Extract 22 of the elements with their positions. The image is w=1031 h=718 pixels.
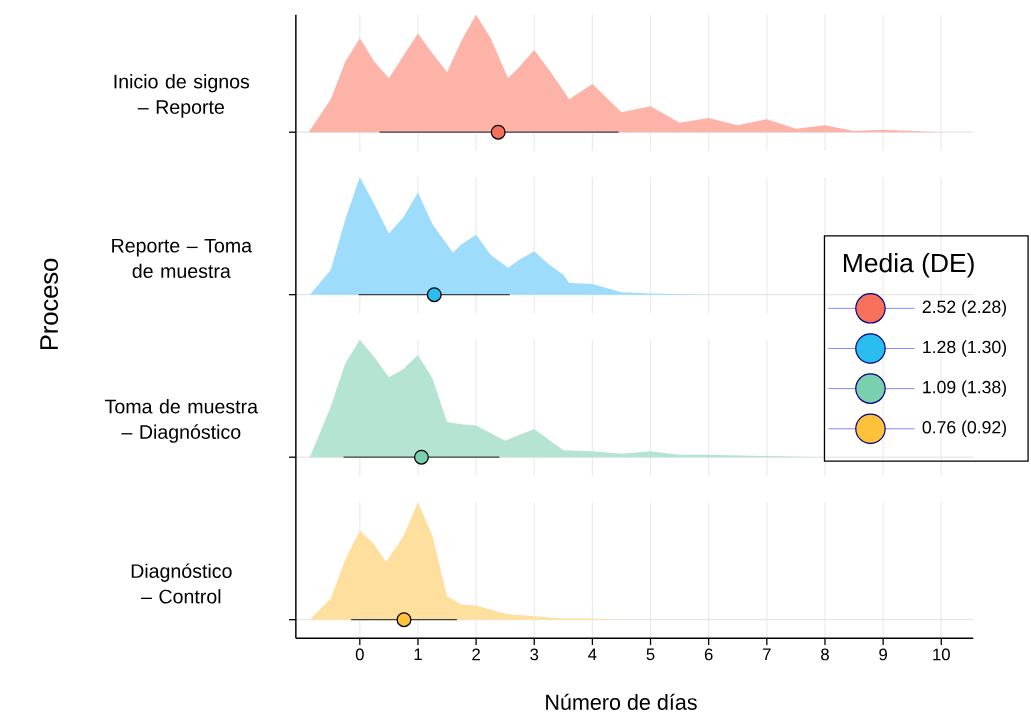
x-tick-label: 8: [821, 648, 829, 661]
legend-label: 2.52 (2.28): [922, 300, 1006, 317]
text: Diagnóstico – Control: [131, 563, 232, 604]
x-tick-label: 3: [530, 648, 539, 661]
x-tick-label: 0: [355, 648, 364, 661]
legend-label: 1.09 (1.38): [923, 380, 1006, 398]
text: Reporte – Toma de muestra: [112, 239, 253, 279]
legend-title: Media (DE): [843, 253, 974, 278]
x-tick-label: 2: [472, 648, 480, 661]
x-tick-label: 7: [763, 648, 771, 661]
x-tick-label: 9: [879, 648, 887, 661]
text: Inicio de signos – Reporte: [114, 74, 250, 119]
legend-label: 1.28 (1.30): [923, 340, 1006, 357]
y-axis-title: Proceso: [40, 259, 59, 350]
x-axis-title: Número de días: [546, 694, 697, 711]
x-tick-label: 5: [646, 648, 655, 661]
x-tick-label: 10: [933, 648, 950, 661]
x-tick-label: 4: [588, 648, 597, 661]
x-tick-label: 6: [704, 648, 713, 661]
legend-label: 0.76 (0.92): [922, 420, 1006, 438]
x-tick-label: 1: [414, 648, 422, 661]
text: Toma de muestra – Diagnóstico: [105, 399, 258, 444]
